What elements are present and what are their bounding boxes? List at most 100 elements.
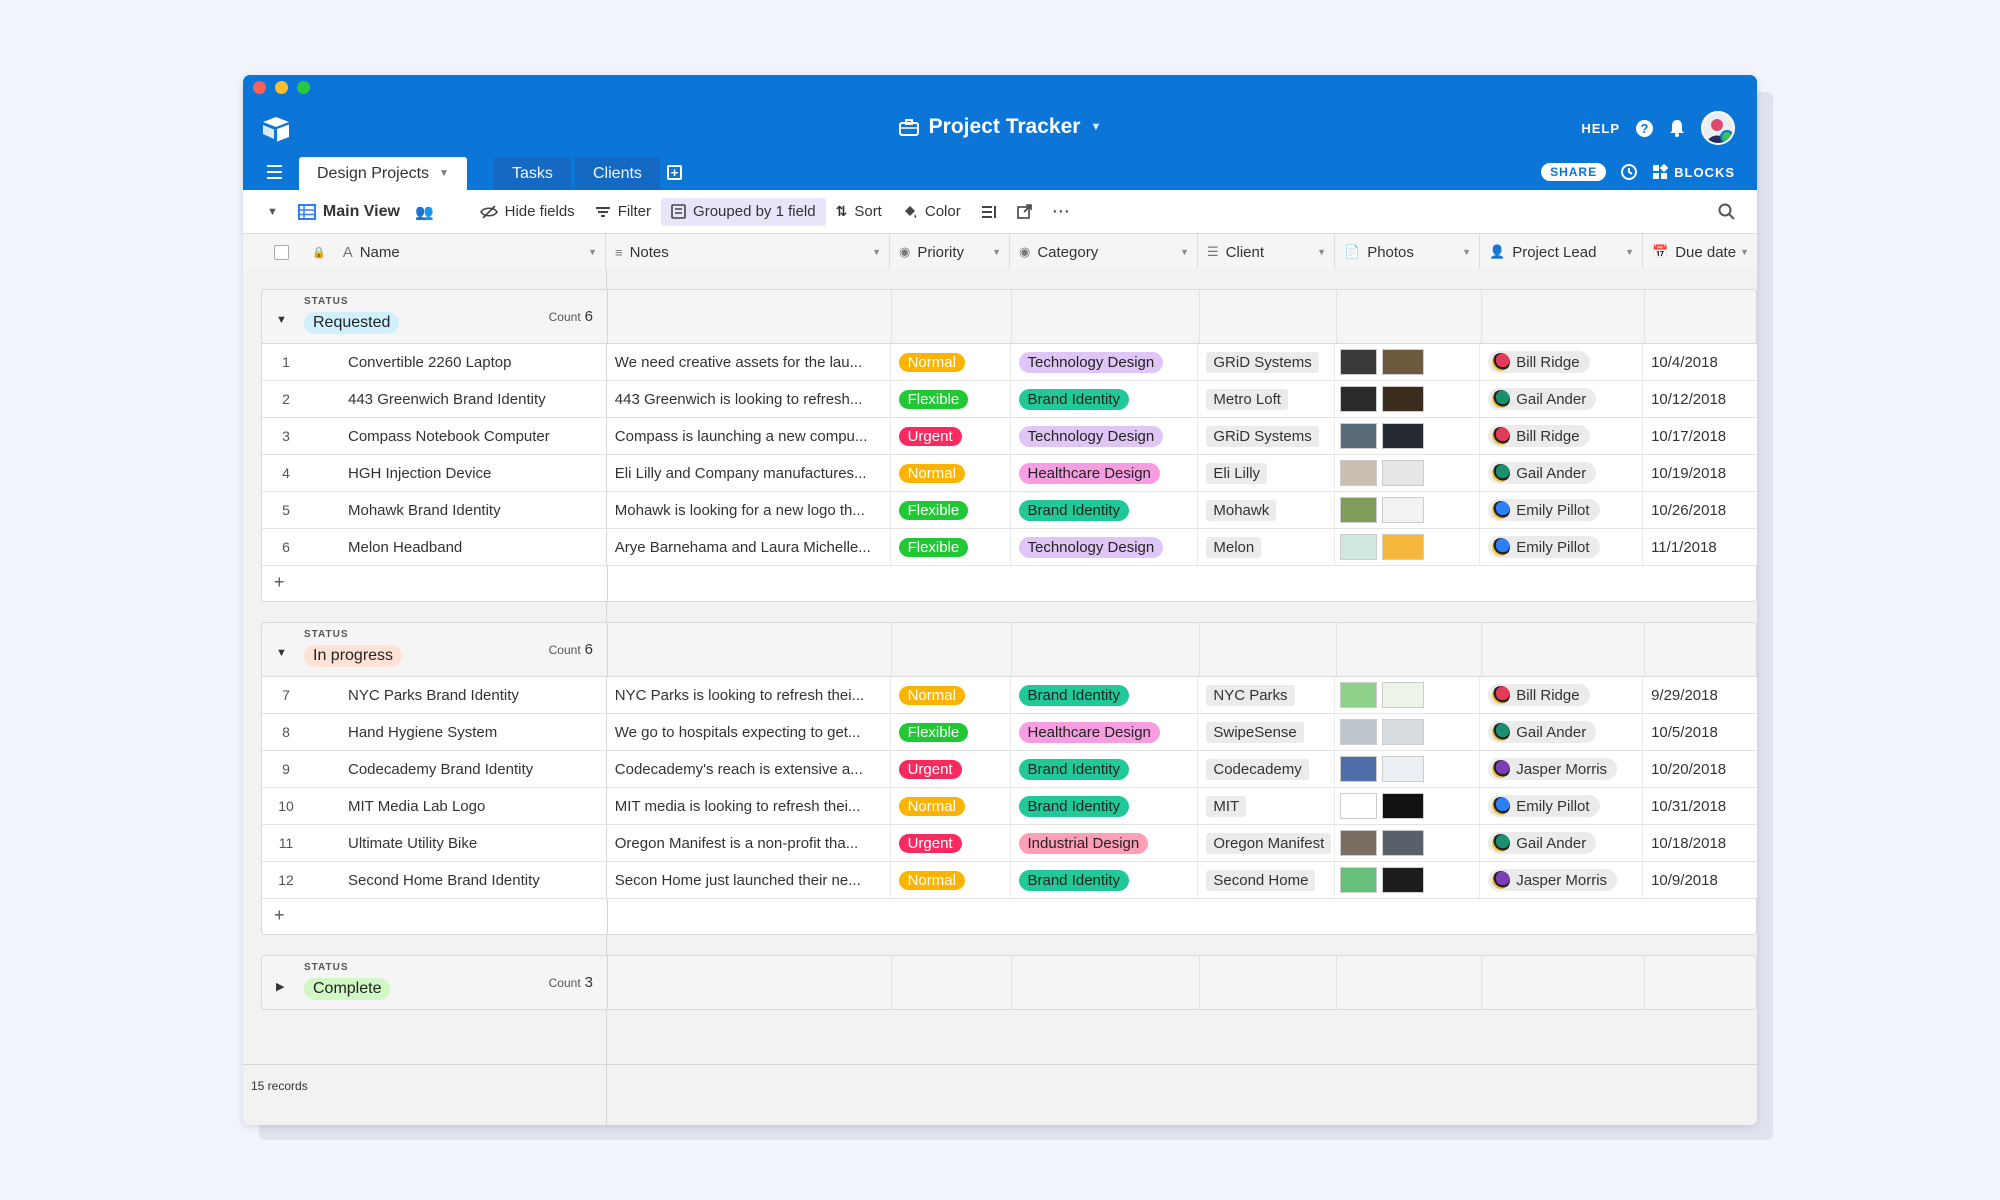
table-row[interactable]: 3 Compass Notebook Computer Compass is lau… [261, 418, 1757, 455]
priority-cell[interactable]: Normal [891, 677, 1011, 713]
group-button[interactable]: Grouped by 1 field [661, 197, 826, 226]
name-cell[interactable]: 2 443 Greenwich Brand Identity [262, 381, 607, 417]
column-header-project-lead[interactable]: 👤 Project Lead ▼ [1480, 234, 1643, 270]
chevron-down-icon[interactable]: ▼ [1180, 247, 1189, 257]
column-header-priority[interactable]: ◉ Priority ▼ [890, 234, 1010, 270]
help-link[interactable]: HELP [1581, 120, 1620, 136]
select-all-checkbox[interactable] [274, 244, 289, 260]
category-cell[interactable]: Brand Identity [1011, 677, 1199, 713]
category-cell[interactable]: Brand Identity [1011, 788, 1199, 824]
tab-clients[interactable]: Clients [575, 157, 660, 190]
category-cell[interactable]: Technology Design [1011, 529, 1199, 565]
category-cell[interactable]: Brand Identity [1011, 751, 1199, 787]
name-cell[interactable]: 8 Hand Hygiene System [262, 714, 607, 750]
priority-cell[interactable]: Normal [891, 455, 1011, 491]
photos-cell[interactable] [1335, 751, 1481, 787]
collapse-group-icon[interactable]: ▼ [276, 314, 287, 326]
project-lead-cell[interactable]: Emily Pillot [1480, 788, 1644, 824]
client-cell[interactable]: Second Home [1198, 862, 1336, 898]
category-cell[interactable]: Healthcare Design [1011, 455, 1199, 491]
photos-cell[interactable] [1335, 862, 1481, 898]
project-lead-cell[interactable]: Emily Pillot [1480, 492, 1644, 528]
client-cell[interactable]: Codecademy [1198, 751, 1336, 787]
column-header-notes[interactable]: ≡ Notes ▼ [606, 234, 890, 270]
chevron-down-icon[interactable]: ▼ [1317, 247, 1326, 257]
client-cell[interactable]: MIT [1198, 788, 1336, 824]
client-link[interactable]: Second Home [1206, 869, 1316, 891]
view-switcher[interactable]: Main View 👥 [288, 198, 444, 226]
photo-thumbnail[interactable] [1382, 423, 1425, 449]
notes-cell[interactable]: Mohawk is looking for a new logo th... [607, 492, 891, 528]
table-row[interactable]: 9 Codecademy Brand Identity Codecademy's r… [261, 751, 1757, 788]
column-header-due-date[interactable]: 📅 Due date ▼ [1643, 234, 1757, 270]
chevron-down-icon[interactable]: ▼ [1740, 247, 1749, 257]
priority-cell[interactable]: Flexible [891, 714, 1011, 750]
filter-button[interactable]: Filter [585, 198, 661, 226]
client-link[interactable]: NYC Parks [1206, 684, 1295, 706]
category-cell[interactable]: Technology Design [1011, 418, 1199, 454]
priority-cell[interactable]: Normal [891, 344, 1011, 380]
name-cell[interactable]: 9 Codecademy Brand Identity [262, 751, 607, 787]
chevron-down-icon[interactable]: ▼ [1462, 247, 1471, 257]
close-window-button[interactable] [253, 81, 266, 94]
priority-cell[interactable]: Normal [891, 862, 1011, 898]
notes-cell[interactable]: Eli Lilly and Company manufactures... [607, 455, 891, 491]
name-cell[interactable]: 4 HGH Injection Device [262, 455, 607, 491]
photo-thumbnail[interactable] [1382, 534, 1425, 560]
photo-thumbnail[interactable] [1340, 460, 1378, 486]
client-link[interactable]: Metro Loft [1206, 388, 1288, 410]
category-cell[interactable]: Brand Identity [1011, 862, 1199, 898]
chevron-down-icon[interactable]: ▼ [992, 247, 1001, 257]
priority-cell[interactable]: Normal [891, 788, 1011, 824]
name-cell[interactable]: 12 Second Home Brand Identity [262, 862, 607, 898]
photo-thumbnail[interactable] [1382, 867, 1425, 893]
photo-thumbnail[interactable] [1340, 497, 1378, 523]
project-lead-cell[interactable]: Gail Ander [1480, 381, 1644, 417]
due-date-cell[interactable]: 9/29/2018 [1643, 677, 1757, 713]
group-header-complete[interactable]: ▶ STATUS Complete Count 3 [261, 955, 1757, 1010]
notes-cell[interactable]: Arye Barnehama and Laura Michelle... [607, 529, 891, 565]
more-options-button[interactable]: ⋯ [1042, 198, 1081, 226]
notes-cell[interactable]: We need creative assets for the lau... [607, 344, 891, 380]
client-cell[interactable]: Oregon Manifest [1198, 825, 1336, 861]
priority-cell[interactable]: Flexible [891, 381, 1011, 417]
category-cell[interactable]: Technology Design [1011, 344, 1199, 380]
notes-cell[interactable]: Oregon Manifest is a non-profit tha... [607, 825, 891, 861]
share-view-button[interactable] [1007, 198, 1042, 226]
table-row[interactable]: 4 HGH Injection Device Eli Lilly and Compa… [261, 455, 1757, 492]
hide-fields-button[interactable]: Hide fields [470, 198, 585, 226]
due-date-cell[interactable]: 10/9/2018 [1643, 862, 1757, 898]
photo-thumbnail[interactable] [1340, 534, 1378, 560]
collapse-sidebar-icon[interactable]: ▼ [267, 205, 278, 218]
photos-cell[interactable] [1335, 418, 1481, 454]
project-lead-cell[interactable]: Gail Ander [1480, 825, 1644, 861]
notes-cell[interactable]: Secon Home just launched their ne... [607, 862, 891, 898]
client-link[interactable]: Oregon Manifest [1206, 832, 1332, 854]
project-lead-cell[interactable]: Jasper Morris [1480, 751, 1644, 787]
photo-thumbnail[interactable] [1340, 830, 1378, 856]
photo-thumbnail[interactable] [1382, 349, 1425, 375]
photo-thumbnail[interactable] [1382, 460, 1425, 486]
client-cell[interactable]: NYC Parks [1198, 677, 1336, 713]
due-date-cell[interactable]: 10/4/2018 [1643, 344, 1757, 380]
due-date-cell[interactable]: 10/17/2018 [1643, 418, 1757, 454]
notes-cell[interactable]: NYC Parks is looking to refresh thei... [607, 677, 891, 713]
photos-cell[interactable] [1335, 492, 1481, 528]
user-avatar[interactable] [1701, 111, 1735, 145]
expand-group-icon[interactable]: ▶ [276, 981, 285, 993]
tab-tasks[interactable]: Tasks [494, 157, 571, 190]
sort-button[interactable]: ⇅ Sort [826, 198, 892, 226]
due-date-cell[interactable]: 10/5/2018 [1643, 714, 1757, 750]
client-cell[interactable]: Melon [1198, 529, 1336, 565]
name-cell[interactable]: 1 Convertible 2260 Laptop [262, 344, 607, 380]
photos-cell[interactable] [1335, 455, 1481, 491]
chevron-down-icon[interactable]: ▼ [872, 247, 881, 257]
column-header-photos[interactable]: 📄 Photos ▼ [1335, 234, 1480, 270]
due-date-cell[interactable]: 10/31/2018 [1643, 788, 1757, 824]
add-record-row[interactable]: + [261, 566, 1757, 602]
project-lead-cell[interactable]: Gail Ander [1480, 455, 1644, 491]
column-header-name[interactable]: 🔒 A Name ▼ [243, 234, 606, 270]
category-cell[interactable]: Brand Identity [1011, 381, 1199, 417]
project-lead-cell[interactable]: Emily Pillot [1480, 529, 1644, 565]
due-date-cell[interactable]: 10/12/2018 [1643, 381, 1757, 417]
